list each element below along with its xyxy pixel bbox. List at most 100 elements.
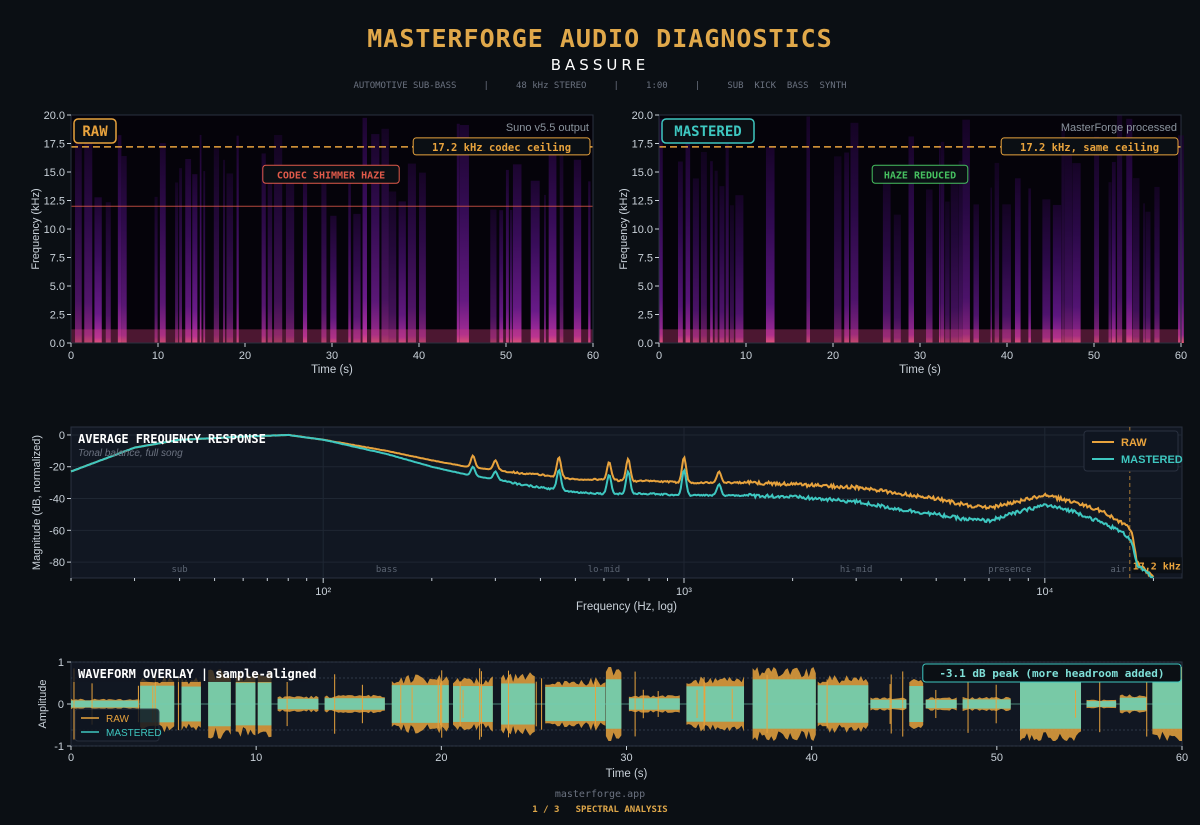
band-label: presence [988, 565, 1031, 575]
x-tick-label: 60 [587, 350, 599, 362]
spectrogram-column [381, 128, 389, 343]
spectrogram-column [908, 136, 914, 343]
spectrogram-column [192, 174, 198, 343]
spectrogram-column [362, 117, 367, 343]
x-tick-label: 20 [435, 752, 447, 764]
x-tick-label: 40 [1001, 350, 1013, 362]
spectrogram-column [1094, 136, 1100, 343]
y-axis-label: Frequency (kHz) [30, 188, 42, 269]
spectrogram-column [994, 162, 1000, 343]
ceiling-label: 17.2 kHz, same ceiling [1020, 142, 1159, 154]
band-label: bass [376, 565, 398, 575]
y-axis-label: Amplitude [37, 680, 49, 729]
spectrogram-column [1072, 163, 1081, 343]
y-tick-label: -20 [49, 462, 65, 474]
footer-page: 1 / 3 SPECTRAL ANALYSIS [532, 805, 668, 815]
chart-title: WAVEFORM OVERLAY | sample-aligned [78, 667, 316, 681]
spectrogram-column [730, 205, 734, 343]
spectrogram-mastered: 17.2 kHz, same ceiling HAZE REDUCED MASTER… [618, 110, 1187, 376]
band-label: air [1110, 565, 1127, 575]
frequency-response-chart: 0 -20 -40 -60 -80 10² 10³ 10⁴ sub bass lo-mid hi-mi… [31, 426, 1183, 613]
spectrogram-column [121, 156, 127, 343]
annotation-box [922, 663, 1182, 683]
spectrogram-column [962, 119, 970, 343]
track-meta: AUTOMOTIVE SUB-BASS | 48 kHz STEREO | 1:… [353, 81, 847, 91]
annotation-label: -3.1 dB peak (more headroom added) [939, 667, 1164, 680]
x-tick-label: 50 [500, 350, 512, 362]
legend-label: MASTERED [106, 728, 162, 739]
spectrogram-column [714, 170, 718, 343]
spectrogram-column [735, 195, 744, 343]
x-tick-label: 50 [1088, 350, 1100, 362]
spectrogram-column [236, 135, 239, 343]
spectrogram-column [1111, 162, 1116, 343]
x-tick-label: 50 [991, 752, 1003, 764]
badge-box [73, 118, 117, 144]
spectrogram-column [1117, 115, 1123, 344]
spectrogram-column [199, 134, 202, 343]
spectrogram-column [692, 178, 699, 343]
spectrogram-column [389, 191, 397, 343]
band-label: lo-mid [588, 565, 621, 575]
x-axis-label: Time (s) [606, 768, 648, 780]
spectrogram-column [419, 172, 426, 343]
spectrogram-column [882, 180, 891, 343]
x-tick-label: 40 [413, 350, 425, 362]
y-tick-label: 0 [59, 430, 65, 442]
y-tick-label: 17.5 [632, 139, 653, 151]
ceiling-label-box [412, 137, 591, 156]
y-tick-label: -40 [49, 494, 65, 506]
y-tick-label: 20.0 [44, 110, 65, 122]
annotation-label: HAZE REDUCED [884, 170, 956, 181]
x-tick-label: 10 [740, 350, 752, 362]
plot-background [70, 426, 1183, 579]
x-tick-label: 30 [620, 752, 632, 764]
y-tick-label: 0.0 [50, 338, 65, 350]
legend-label: MASTERED [1121, 454, 1183, 466]
y-tick-label: 0.0 [638, 338, 653, 350]
spectrogram-column [945, 201, 950, 343]
x-tick-label: 10² [315, 586, 331, 598]
annotation-box [262, 164, 400, 184]
spectrogram-column [398, 201, 406, 343]
title-backdrop [72, 664, 308, 682]
spectrogram-column [990, 187, 992, 343]
spectrogram-column [505, 169, 509, 343]
spectrogram-column [302, 178, 308, 343]
spectrogram-column [725, 136, 729, 343]
spectrogram-column [117, 135, 122, 343]
annotation-box [871, 164, 969, 184]
x-tick-label: 20 [239, 350, 251, 362]
spectrogram-column [84, 141, 93, 343]
spectrogram-column [1154, 186, 1160, 343]
spectrogram-column [1014, 178, 1021, 343]
series-line-mastered [70, 433, 1154, 579]
spectrogram-column [261, 153, 266, 343]
chart-title: AVERAGE FREQUENCY RESPONSE [78, 432, 266, 446]
footer-site: masterforge.app [554, 789, 646, 800]
y-tick-label: 15.0 [44, 167, 65, 179]
y-tick-label: 12.5 [632, 196, 653, 208]
spectrogram-column [544, 194, 546, 343]
spectrogram-column [1061, 128, 1065, 343]
spectrogram-column [407, 163, 416, 343]
y-tick-label: 17.5 [44, 139, 65, 151]
y-tick-label: 5.0 [50, 281, 65, 293]
spectrogram-column [321, 175, 327, 343]
spectrogram-column [1002, 204, 1011, 343]
y-tick-label: 2.5 [638, 310, 653, 322]
y-tick-label: 10.0 [632, 224, 653, 236]
y-tick-label: 15.0 [632, 167, 653, 179]
spectrogram-column [456, 123, 460, 343]
x-tick-label: 40 [806, 752, 818, 764]
y-tick-label: 7.5 [50, 253, 65, 265]
x-axis-label: Frequency (Hz, log) [576, 601, 677, 613]
spectrogram-column [371, 134, 380, 343]
chart-subtitle: Tonal balance, full song [78, 448, 183, 459]
x-axis-label: Time (s) [899, 364, 941, 376]
song-title: BASSURE [550, 56, 650, 74]
spectrogram-column [659, 118, 663, 344]
y-tick-label: 2.5 [50, 310, 65, 322]
spectrogram-column [1132, 178, 1140, 343]
